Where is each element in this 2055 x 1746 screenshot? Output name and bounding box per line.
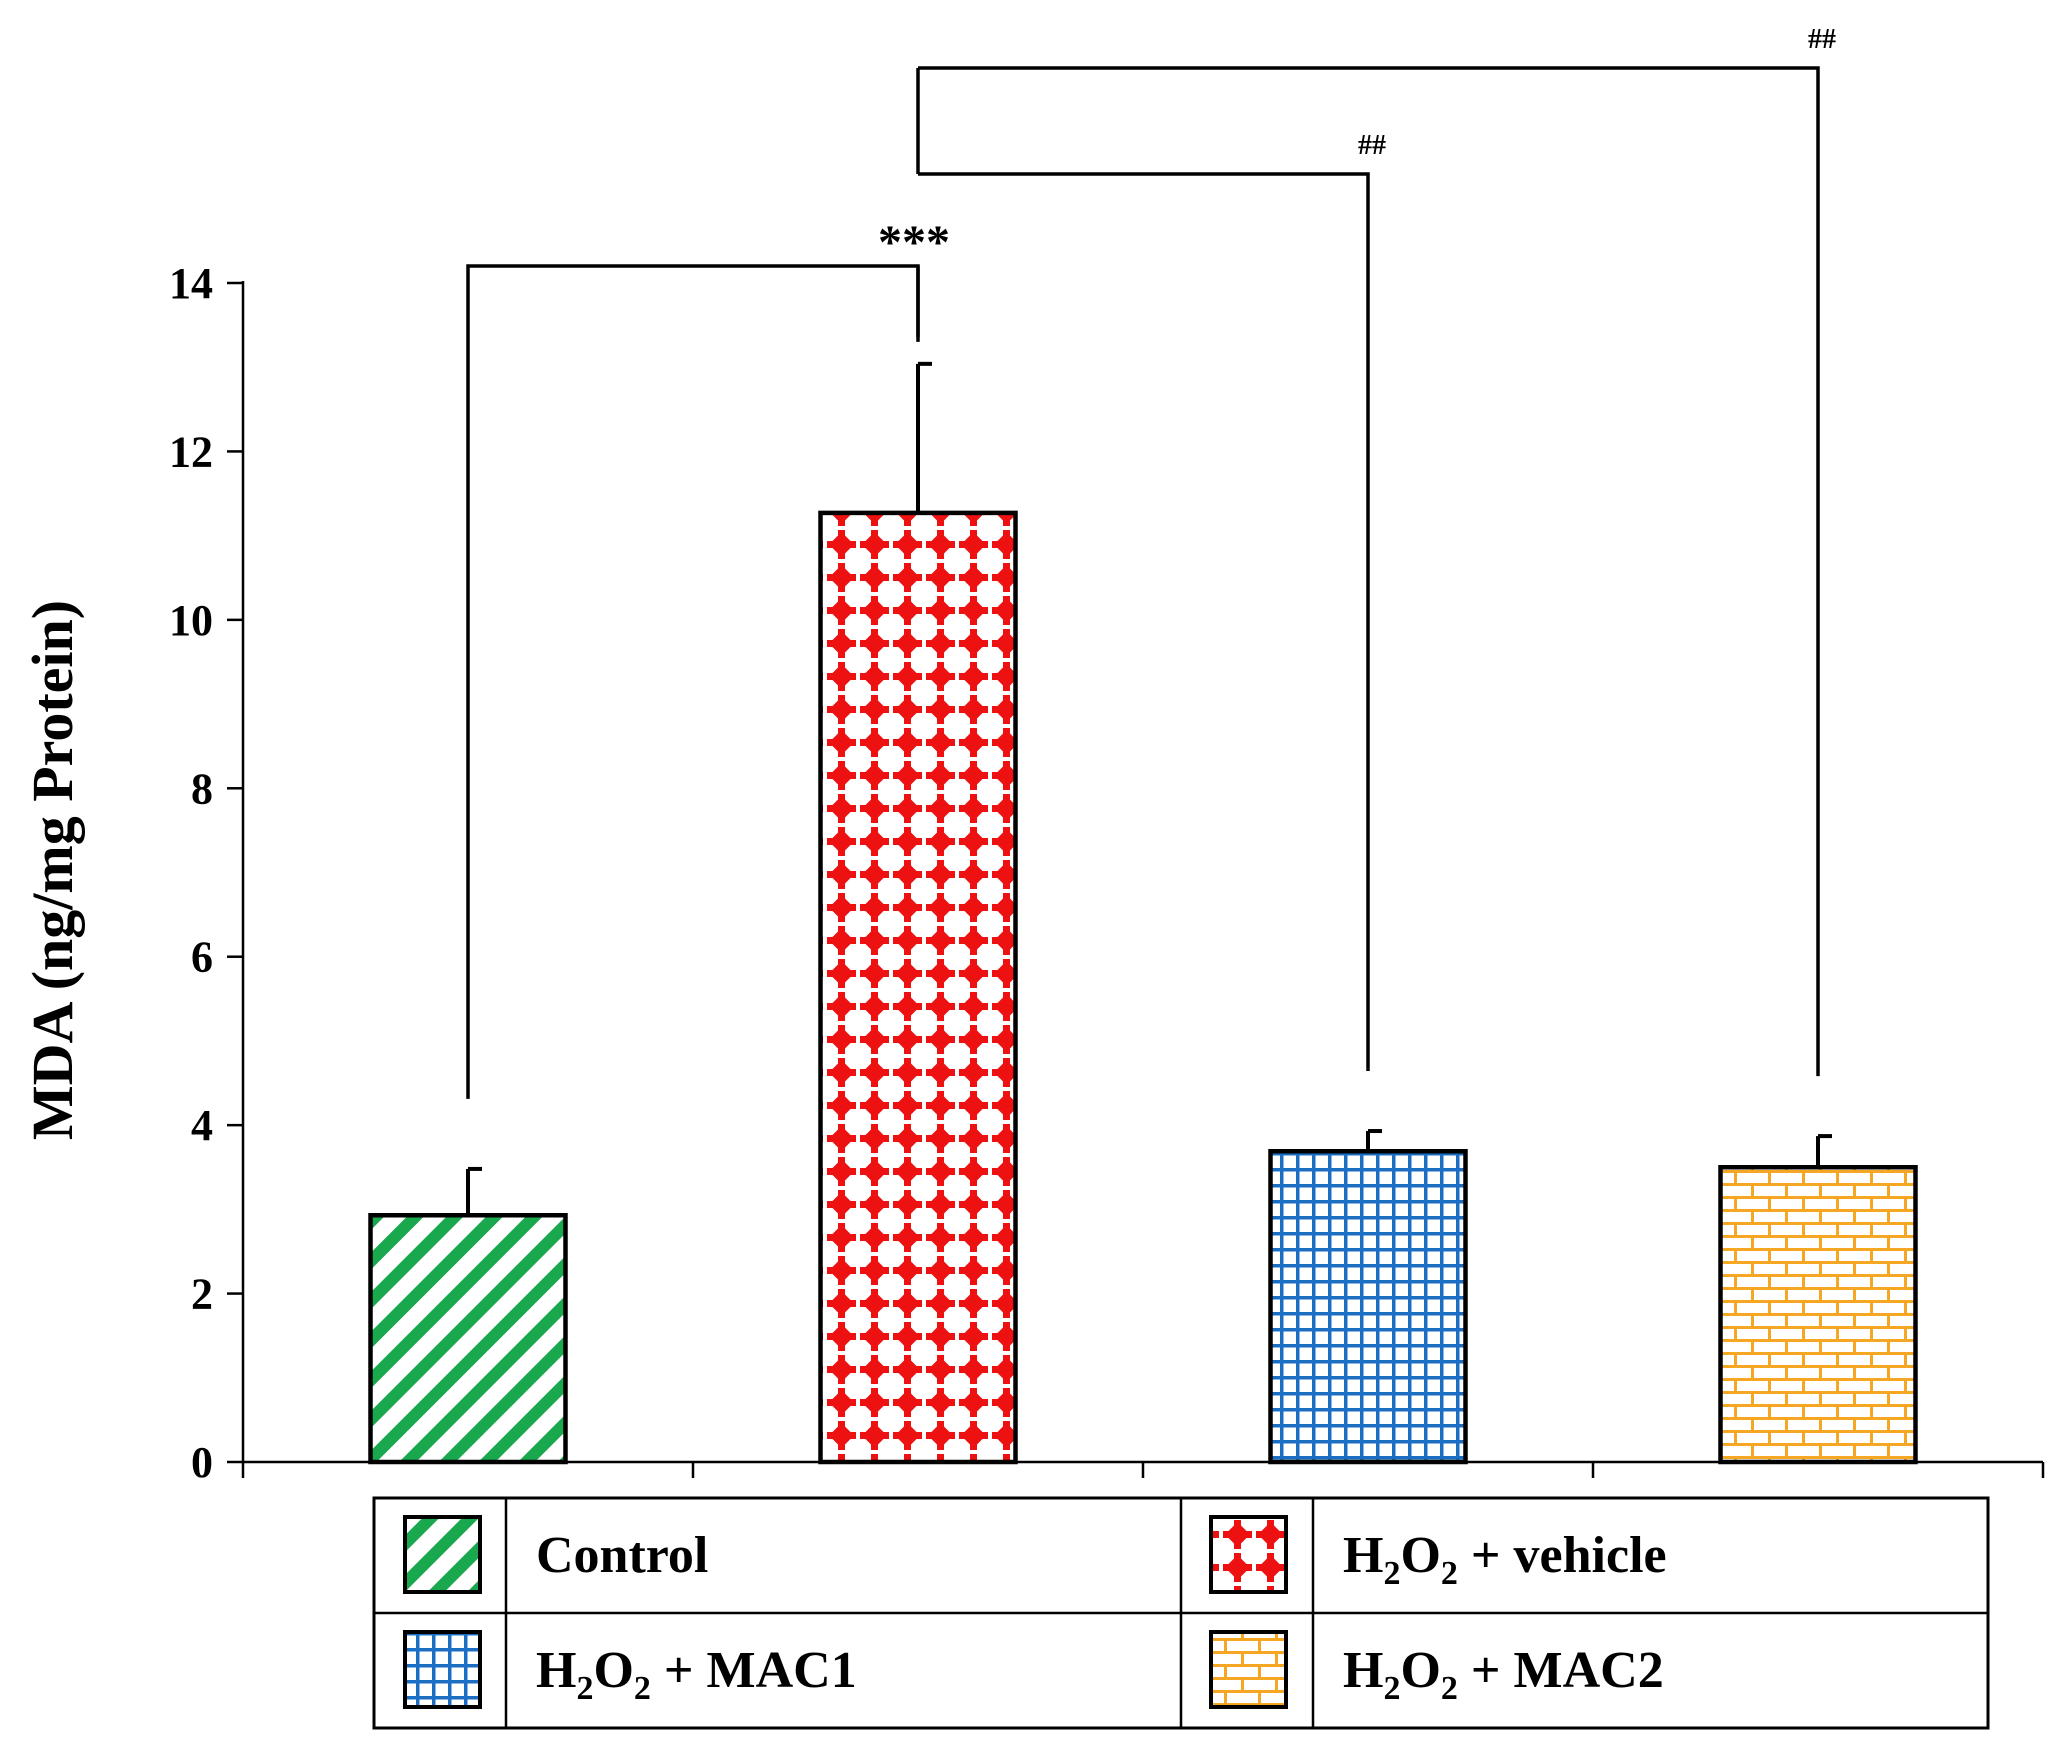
legend-swatch-h2o2-vehicle bbox=[1209, 1515, 1288, 1594]
error-bars bbox=[466, 361, 1832, 1216]
bar-3 bbox=[1718, 1165, 1918, 1465]
significance-brackets: *** ## ## bbox=[466, 24, 1836, 1099]
bars bbox=[368, 510, 1918, 1465]
significance-bracket-1 bbox=[918, 172, 1370, 1072]
legend-swatch-h2o2-mac2 bbox=[1209, 1630, 1288, 1709]
y-tick-label: 8 bbox=[191, 764, 213, 813]
legend-label-h2o2-mac1: H2O2 + MAC1 bbox=[536, 1642, 857, 1707]
bar-2 bbox=[1268, 1148, 1468, 1465]
y-tick-label: 14 bbox=[169, 259, 213, 308]
y-tick-label: 6 bbox=[191, 933, 213, 982]
legend: Control H2O2 + vehicle H2O2 + MAC1 H2O2 … bbox=[372, 1496, 1990, 1730]
y-tick-label: 2 bbox=[191, 1270, 213, 1319]
legend-label-control: Control bbox=[536, 1527, 708, 1584]
significance-label-2: ## bbox=[1808, 24, 1836, 55]
bar-1 bbox=[818, 510, 1018, 1465]
significance-bracket-2 bbox=[918, 66, 1820, 1077]
y-tick-label: 4 bbox=[191, 1101, 213, 1150]
legend-swatch-h2o2-mac1 bbox=[403, 1630, 482, 1709]
legend-swatch-control bbox=[403, 1515, 482, 1594]
y-tick-label: 10 bbox=[169, 596, 213, 645]
y-axis-ticks: 0 2 4 6 8 10 12 14 bbox=[169, 259, 243, 1487]
legend-label-h2o2-mac2: H2O2 + MAC2 bbox=[1343, 1642, 1664, 1707]
legend-label-h2o2-vehicle: H2O2 + vehicle bbox=[1343, 1527, 1667, 1592]
y-tick-label: 0 bbox=[191, 1438, 213, 1487]
y-tick-label: 12 bbox=[169, 427, 213, 476]
y-axis-label: MDA (ng/mg Protein) bbox=[20, 600, 85, 1140]
significance-label-0: *** bbox=[878, 216, 950, 269]
bar-0 bbox=[368, 1213, 568, 1465]
significance-label-1: ## bbox=[1358, 130, 1386, 161]
